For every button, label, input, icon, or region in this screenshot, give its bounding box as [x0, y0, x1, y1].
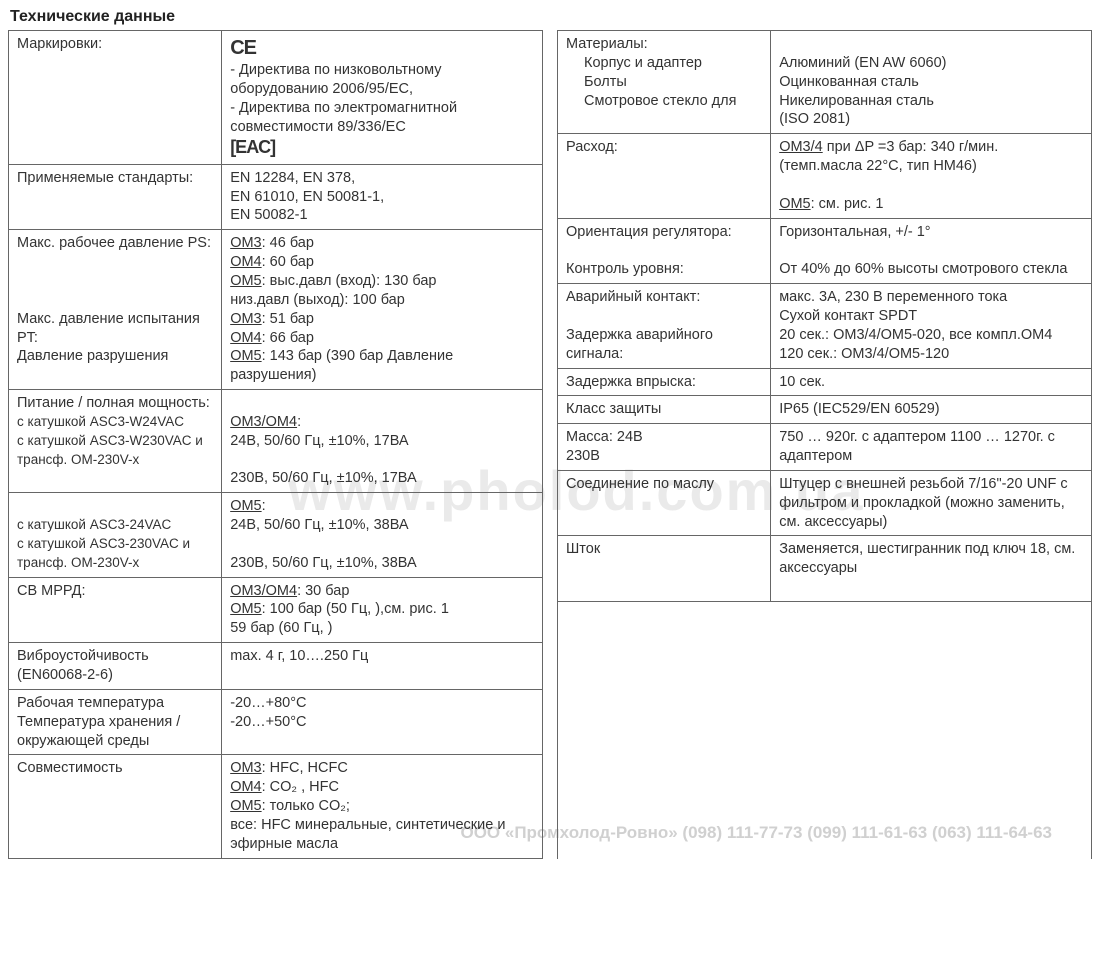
spec-value: IP65 (IEC529/EN 60529)	[771, 396, 1091, 423]
spec-value: 10 сек.	[771, 369, 1091, 396]
table-row: Виброустойчивость (EN60068-2-6)max. 4 г,…	[9, 643, 542, 690]
spec-value: OM3: 46 бар OM4: 60 бар OM5: выс.давл (в…	[222, 230, 542, 389]
table-row: Применяемые стандарты:EN 12284, EN 378, …	[9, 165, 542, 231]
spec-columns: Маркировки:CE - Директива по низковольтн…	[8, 30, 1092, 859]
spec-value: Штуцер с внешней резьбой 7/16"-20 UNF с …	[771, 471, 1091, 536]
spec-label: Расход:	[558, 134, 771, 217]
table-row: Макс. рабочее давление PS: Макс. давлени…	[9, 230, 542, 390]
spec-label: Макс. рабочее давление PS: Макс. давлени…	[9, 230, 222, 389]
table-row: Маркировки:CE - Директива по низковольтн…	[9, 31, 542, 165]
spec-table-right: Материалы: Корпус и адаптерБолтыСмотрово…	[557, 30, 1092, 859]
table-row: Масса: 24В 230В750 … 920г. с адаптером 1…	[558, 424, 1091, 471]
spec-label: Соединение по маслу	[558, 471, 771, 536]
table-row: Расход:OM3/4 при ΔP =3 бар: 340 г/мин. (…	[558, 134, 1091, 218]
spec-label: Аварийный контакт: Задержка аварийного с…	[558, 284, 771, 367]
spec-label: Совместимость	[9, 755, 222, 857]
spec-value: CE - Директива по низковольтному оборудо…	[222, 31, 542, 164]
spec-label: Виброустойчивость (EN60068-2-6)	[9, 643, 222, 689]
spec-label: Материалы: Корпус и адаптерБолтыСмотрово…	[558, 31, 771, 133]
table-row: Рабочая температура Температура хранения…	[9, 690, 542, 756]
spec-label: Маркировки:	[9, 31, 222, 164]
table-row: Соединение по маслуШтуцер с внешней резь…	[558, 471, 1091, 537]
spec-value: Заменяется, шестигранник под ключ 18, см…	[771, 536, 1091, 601]
spec-value: EN 12284, EN 378, EN 61010, EN 50081-1, …	[222, 165, 542, 230]
spec-value: макс. 3A, 230 В переменного тока Сухой к…	[771, 284, 1091, 367]
table-row: Задержка впрыска:10 сек.	[558, 369, 1091, 397]
spec-label: Задержка впрыска:	[558, 369, 771, 396]
spec-value: OM3/4 при ΔP =3 бар: 340 г/мин. (темп.ма…	[771, 134, 1091, 217]
spec-value: 750 … 920г. с адаптером 1100 … 1270г. с …	[771, 424, 1091, 470]
spec-value: OM3: HFC, HCFC OM4: CO₂ , HFC OM5: тольк…	[222, 755, 542, 857]
table-row: СовместимостьOM3: HFC, HCFC OM4: CO₂ , H…	[9, 755, 542, 858]
table-row: Класс защитыIP65 (IEC529/EN 60529)	[558, 396, 1091, 424]
spec-value: OM3/OM4: 24В, 50/60 Гц, ±10%, 17ВА 230В,…	[222, 390, 542, 492]
table-row: ШтокЗаменяется, шестигранник под ключ 18…	[558, 536, 1091, 602]
table-row: СВ МРРД:OM3/OM4: 30 бар OM5: 100 бар (50…	[9, 578, 542, 644]
table-row: с катушкой ASC3-24VAC с катушкой ASC3-23…	[9, 493, 542, 577]
page-title: Технические данные	[10, 8, 1092, 26]
spec-label: Класс защиты	[558, 396, 771, 423]
spec-value: OM5: 24В, 50/60 Гц, ±10%, 38ВА 230В, 50/…	[222, 493, 542, 576]
spec-label: Применяемые стандарты:	[9, 165, 222, 230]
table-row: Аварийный контакт: Задержка аварийного с…	[558, 284, 1091, 368]
spec-value: Горизонтальная, +/- 1° От 40% до 60% выс…	[771, 219, 1091, 284]
spec-value: Алюминий (EN AW 6060) Оцинкованная сталь…	[771, 31, 1091, 133]
table-row: Питание / полная мощность: с катушкой AS…	[9, 390, 542, 493]
spec-value: -20…+80°C -20…+50°C	[222, 690, 542, 755]
spec-table-left: Маркировки:CE - Директива по низковольтн…	[8, 30, 543, 859]
spec-label: Шток	[558, 536, 771, 601]
spec-label: Ориентация регулятора: Контроль уровня:	[558, 219, 771, 284]
spec-label: с катушкой ASC3-24VAC с катушкой ASC3-23…	[9, 493, 222, 576]
spec-label: Питание / полная мощность: с катушкой AS…	[9, 390, 222, 492]
spec-value: OM3/OM4: 30 бар OM5: 100 бар (50 Гц, ),с…	[222, 578, 542, 643]
spec-label: Рабочая температура Температура хранения…	[9, 690, 222, 755]
page: www.pholod.com.ua ООО «Промхолод-Ровно» …	[8, 8, 1092, 859]
table-row: Материалы: Корпус и адаптерБолтыСмотрово…	[558, 31, 1091, 134]
spec-label: СВ МРРД:	[9, 578, 222, 643]
spec-value: max. 4 г, 10….250 Гц	[222, 643, 542, 689]
table-row: Ориентация регулятора: Контроль уровня:Г…	[558, 219, 1091, 285]
spec-label: Масса: 24В 230В	[558, 424, 771, 470]
